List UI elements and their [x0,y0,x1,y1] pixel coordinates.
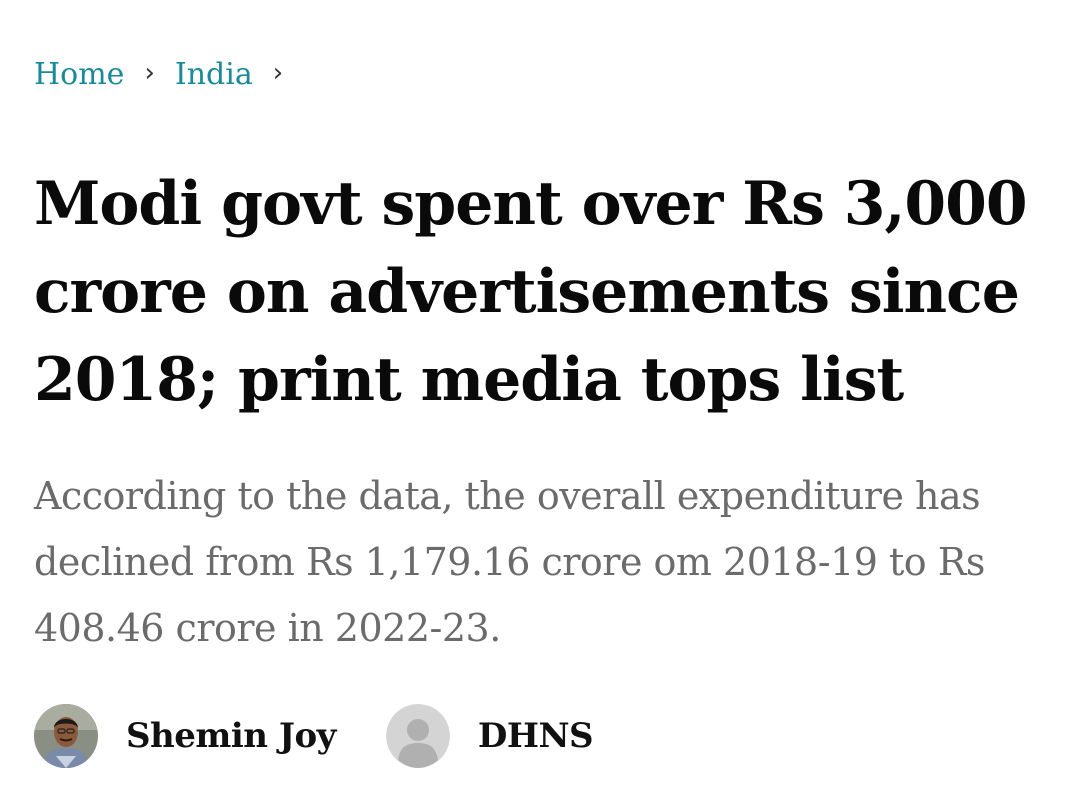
author-dhns[interactable]: DHNS [385,704,594,768]
byline: Shemin Joy DHNS [34,703,594,769]
author-photo-icon [34,704,98,768]
author-shemin-joy[interactable]: Shemin Joy [34,704,336,768]
default-user-icon [385,704,450,768]
breadcrumb: Home › India › [34,52,303,96]
chevron-right-icon: › [144,58,155,88]
author-name[interactable]: Shemin Joy [126,716,336,756]
article-standfirst: According to the data, the overall expen… [34,474,985,650]
breadcrumb-home-link[interactable]: Home [34,56,125,92]
breadcrumb-india-link[interactable]: India [174,56,253,92]
author-avatar[interactable] [385,704,450,768]
author-avatar[interactable] [34,704,98,768]
chevron-right-icon: › [272,58,284,88]
author-name[interactable]: DHNS [477,716,594,756]
article-headline: Modi govt spent over Rs 3,000 crore on a… [34,169,1028,415]
